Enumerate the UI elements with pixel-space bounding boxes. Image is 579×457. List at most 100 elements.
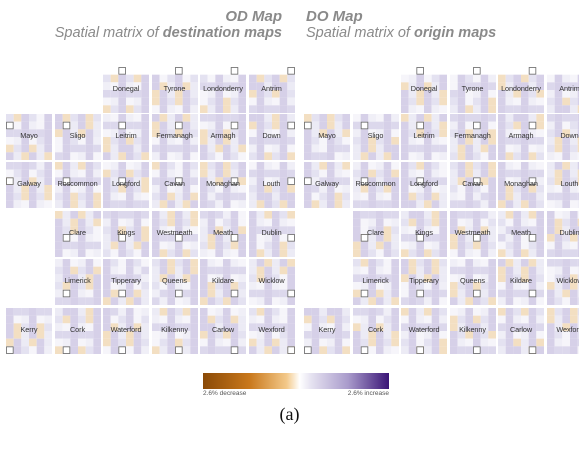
od-map-subtitle: Spatial matrix of destination maps: [55, 25, 282, 42]
grid-cell: [256, 241, 264, 249]
grid-cell: [189, 259, 198, 267]
grid-cell: [554, 345, 562, 354]
grid-cell: [69, 322, 78, 331]
grid-cell: [200, 151, 208, 160]
grid-cell: [327, 330, 335, 339]
grid-cell: [390, 297, 399, 305]
county-grid: [498, 162, 544, 208]
grid-cell: [449, 307, 458, 316]
grid-cell: [248, 266, 257, 275]
grid-cell: [69, 259, 78, 267]
grid-cell: [569, 289, 578, 298]
grid-cell: [62, 136, 70, 145]
grid-cell: [77, 322, 86, 331]
grid-cell: [480, 225, 488, 234]
county-grid: [248, 307, 295, 354]
grid-cell: [174, 338, 183, 346]
grid-cell: [383, 192, 391, 201]
grid-cell: [408, 322, 417, 331]
grid-cell: [480, 297, 488, 305]
grid-cell: [546, 144, 555, 152]
grid-cell: [279, 210, 287, 219]
county-map-kings: Kings: [401, 210, 447, 257]
county-name-label: Queens: [162, 276, 187, 285]
grid-cell: [271, 105, 280, 113]
grid-cell: [118, 144, 126, 152]
grid-cell: [118, 200, 126, 208]
county-grid: [103, 67, 149, 113]
grid-cell: [159, 233, 167, 242]
grid-cell: [77, 210, 86, 219]
grid-cell: [286, 128, 295, 137]
grid-cell: [44, 151, 52, 160]
grid-cell: [103, 121, 111, 129]
grid-cell: [230, 307, 239, 316]
county-grid: [248, 259, 295, 305]
grid-cell: [498, 151, 506, 160]
grid-cell: [352, 128, 361, 137]
grid-cell: [487, 136, 496, 145]
grid-cell: [230, 97, 239, 106]
grid-cell: [390, 136, 399, 145]
grid-cell: [256, 113, 264, 122]
grid-cell: [424, 185, 432, 193]
grid-cell: [151, 97, 160, 106]
grid-cell: [521, 297, 529, 305]
grid-cell: [166, 162, 175, 170]
grid-cell: [528, 218, 537, 226]
grid-cell: [21, 169, 29, 178]
grid-cell: [238, 74, 246, 83]
grid-cell: [238, 121, 246, 129]
grid-cell: [554, 121, 562, 129]
grid-cell: [215, 307, 223, 316]
grid-cell: [200, 210, 208, 219]
grid-cell: [464, 97, 473, 106]
county-grid: [248, 67, 295, 113]
grid-cell: [223, 162, 231, 170]
grid-cell: [546, 185, 555, 193]
grid-cell: [189, 241, 198, 249]
county-map-londonderry: Londonderry: [498, 67, 544, 113]
grid-cell: [449, 225, 458, 234]
grid-cell: [390, 169, 399, 178]
grid-cell: [360, 162, 368, 170]
grid-cell: [536, 218, 544, 226]
grid-cell: [536, 330, 544, 339]
grid-cell: [271, 218, 280, 226]
grid-cell: [133, 315, 142, 323]
grid-cell: [561, 82, 570, 90]
county-name-label: Kerry: [318, 324, 336, 334]
grid-cell: [103, 274, 111, 282]
grid-cell: [498, 128, 506, 137]
grid-cell: [375, 322, 384, 331]
grid-cell: [174, 192, 183, 201]
grid-cell: [464, 82, 473, 90]
grid-cell: [286, 90, 295, 98]
grid-cell: [29, 177, 37, 185]
grid-cell: [528, 266, 537, 275]
grid-cell: [248, 289, 257, 298]
grid-cell: [367, 259, 376, 267]
grid-cell: [207, 218, 216, 226]
grid-cell: [62, 282, 70, 290]
county-map-wicklow: Wicklow: [546, 259, 579, 305]
grid-cell: [416, 330, 424, 339]
grid-cell: [401, 74, 409, 83]
county-map-cork: Cork: [54, 307, 101, 354]
grid-cell: [334, 345, 343, 354]
grid-cell: [472, 218, 481, 226]
grid-cell: [360, 248, 368, 257]
grid-cell: [174, 297, 183, 305]
grid-cell: [21, 113, 29, 122]
grid-cell: [464, 105, 473, 113]
grid-cell: [367, 315, 376, 323]
grid-cell: [327, 307, 335, 316]
grid-cell: [352, 322, 361, 331]
county-map-londonderry: Londonderry: [200, 67, 246, 113]
grid-cell: [383, 162, 391, 170]
grid-cell: [182, 210, 190, 219]
grid-cell: [464, 113, 473, 122]
grid-cell: [561, 274, 570, 282]
grid-cell: [390, 241, 399, 249]
grid-cell: [536, 322, 544, 331]
